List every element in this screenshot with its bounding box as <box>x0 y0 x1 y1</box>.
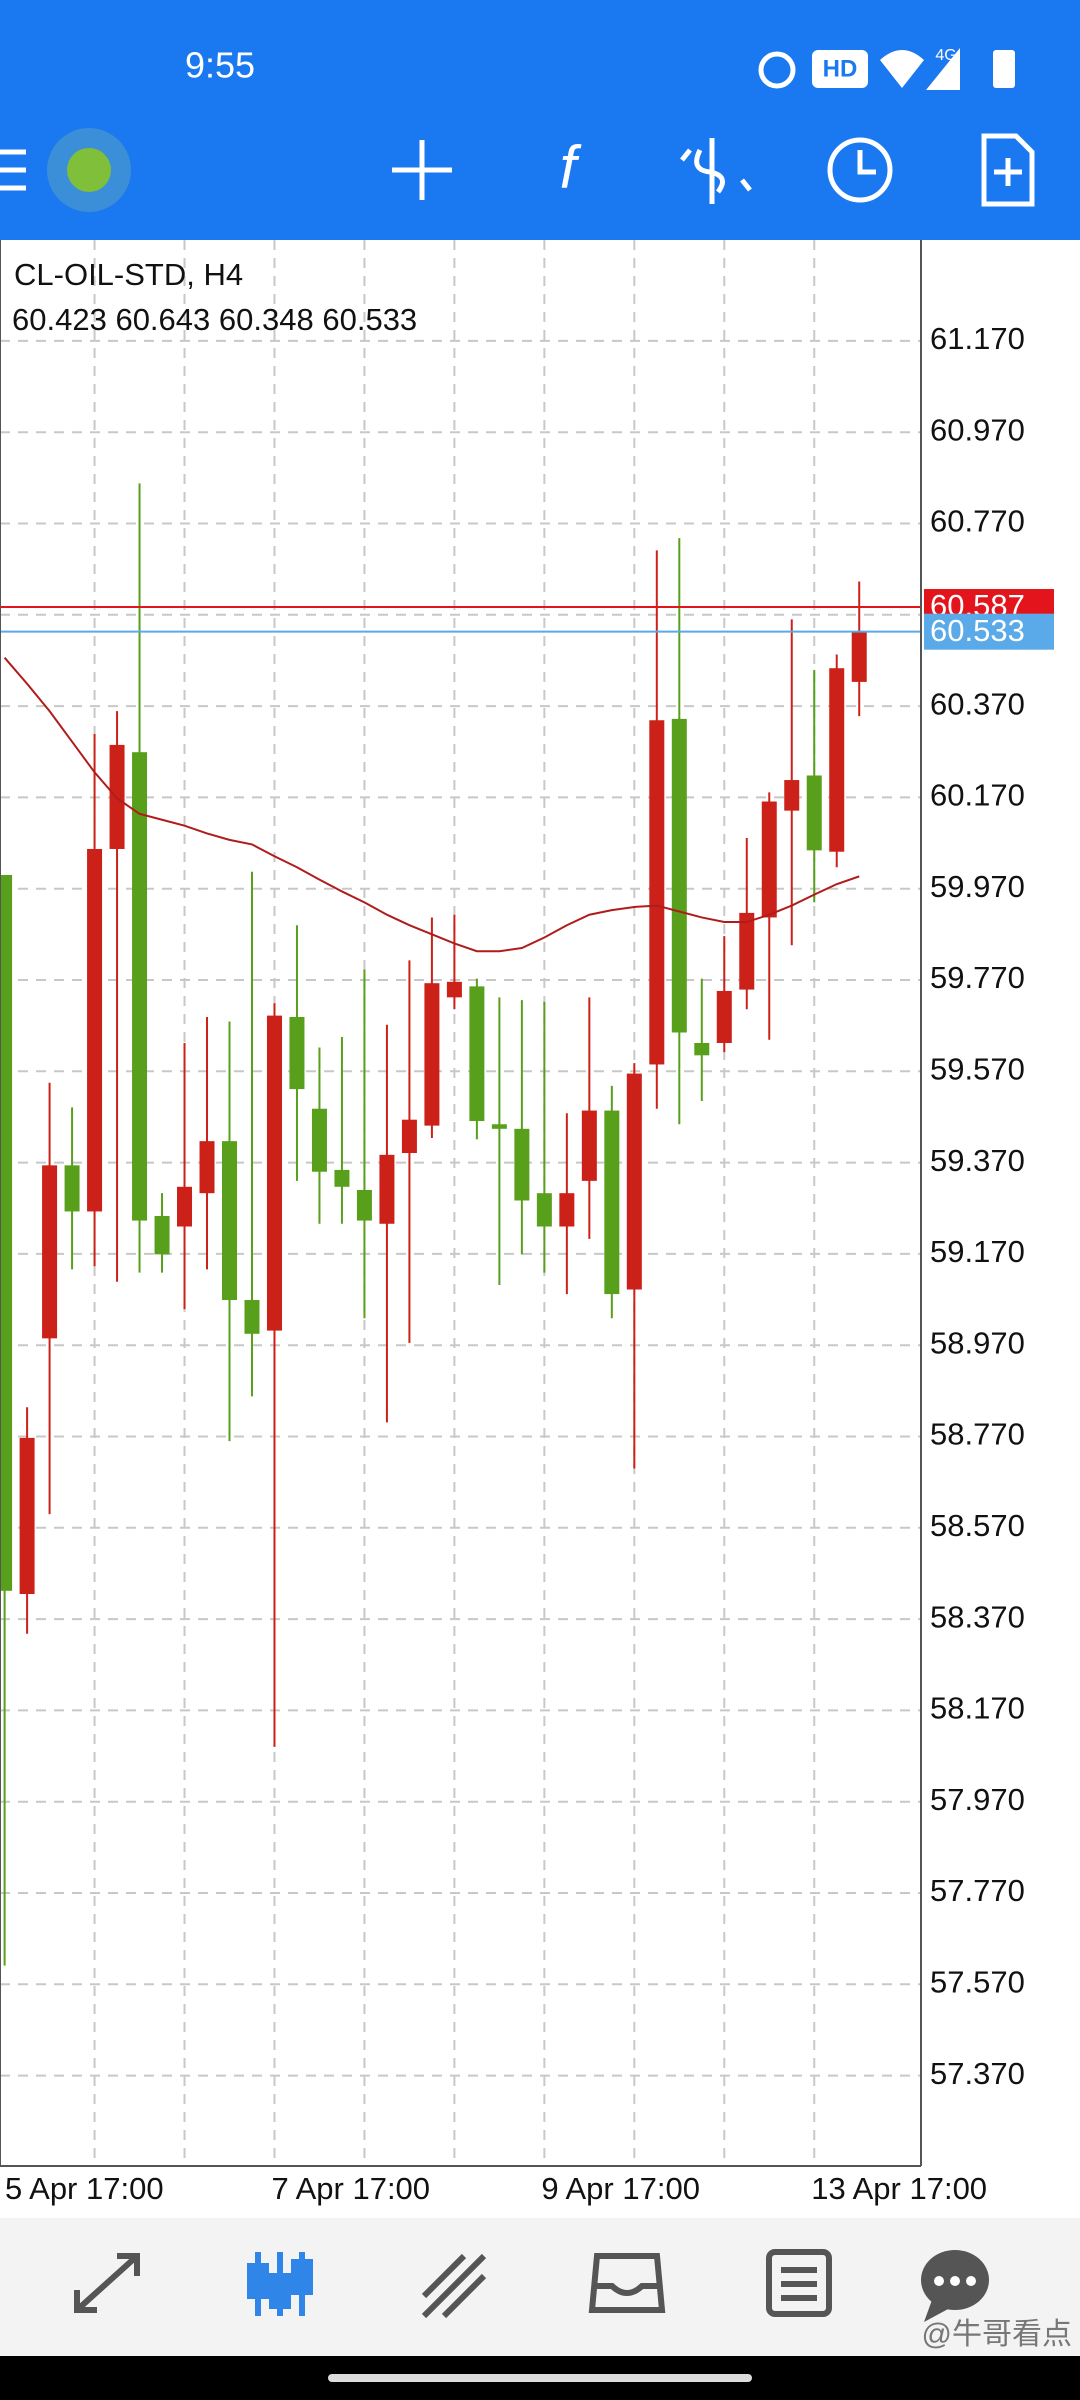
gesture-handle <box>328 2374 752 2382</box>
hd-label: HD <box>823 55 858 82</box>
status-icons: HD 4G <box>758 47 1015 90</box>
toolbar: f <box>0 128 1035 212</box>
candle-body <box>829 668 845 852</box>
candle-body <box>581 1110 597 1181</box>
crosshair-button[interactable] <box>392 140 452 200</box>
candle-body <box>491 1124 507 1129</box>
candle-body <box>649 720 665 1065</box>
candle-body <box>784 780 800 811</box>
y-tick-label: 58.570 <box>930 1508 1025 1543</box>
y-tick-label: 58.970 <box>930 1325 1025 1360</box>
candle-body <box>379 1154 395 1224</box>
ohlc-high: 60.643 <box>115 302 210 337</box>
x-tick-label: 13 Apr 17:00 <box>811 2171 987 2206</box>
indicators-button[interactable]: f <box>560 134 582 201</box>
ohlc-low: 60.348 <box>219 302 314 337</box>
candle-body <box>356 1189 372 1221</box>
ohlc-close: 60.533 <box>322 302 417 337</box>
candle-body <box>806 775 822 851</box>
y-tick-label: 59.770 <box>930 960 1025 995</box>
watermark: @牛哥看点 <box>922 2318 1072 2351</box>
period-button[interactable] <box>827 137 893 203</box>
chart <box>0 240 921 2166</box>
quotes-tab[interactable] <box>74 2253 140 2313</box>
candle-body <box>311 1108 327 1172</box>
templates-button[interactable] <box>981 133 1035 207</box>
messages-tab[interactable] <box>921 2250 989 2322</box>
price-label-box <box>924 613 1054 650</box>
chart-tab[interactable] <box>247 2252 313 2316</box>
network-label: 4G <box>935 47 956 64</box>
candle-body <box>761 801 777 918</box>
candle-body <box>64 1165 80 1212</box>
y-tick-label: 58.370 <box>930 1599 1025 1634</box>
candle-body <box>604 1110 620 1295</box>
candle-body <box>334 1169 350 1187</box>
candle-body <box>19 1437 35 1594</box>
candle-body <box>132 752 148 1221</box>
candle-body <box>0 875 13 1591</box>
y-tick-label: 60.370 <box>930 686 1025 721</box>
candle-body <box>289 1016 305 1090</box>
ohlc-header: 60.423 60.643 60.348 60.533 <box>12 302 417 337</box>
y-tick-label: 58.170 <box>930 1691 1025 1726</box>
history-tab[interactable] <box>588 2253 666 2313</box>
candle-body <box>851 631 867 682</box>
candle-body <box>694 1042 710 1056</box>
y-tick-label: 57.970 <box>930 1782 1025 1817</box>
candle-body <box>469 986 485 1122</box>
candle-body <box>671 718 687 1033</box>
x-tick-label: 9 Apr 17:00 <box>541 2171 700 2206</box>
y-tick-label: 58.770 <box>930 1417 1025 1452</box>
bottom-nav <box>0 2218 1080 2356</box>
candle-body <box>739 912 755 990</box>
candle-body <box>266 1015 282 1331</box>
y-tick-label: 59.170 <box>930 1234 1025 1269</box>
candle-body <box>446 981 462 998</box>
candle-body <box>559 1193 575 1227</box>
chart-title: CL-OIL-STD, H4 <box>14 257 243 292</box>
ohlc-open: 60.423 <box>12 302 107 337</box>
candle-body <box>514 1128 530 1201</box>
trade-button[interactable] <box>680 138 752 204</box>
candle-body <box>244 1300 260 1334</box>
y-tick-label: 60.770 <box>930 504 1025 539</box>
y-tick-label: 59.570 <box>930 1051 1025 1086</box>
x-tick-label: 5 Apr 17:00 <box>5 2171 164 2206</box>
candle-body <box>536 1193 552 1227</box>
y-tick-label: 57.370 <box>930 2056 1025 2091</box>
candle-body <box>87 848 103 1212</box>
candle-body <box>424 983 440 1126</box>
candle-body <box>177 1186 193 1227</box>
y-tick-label: 59.370 <box>930 1143 1025 1178</box>
candle-body <box>154 1216 170 1255</box>
y-tick-label: 60.970 <box>930 412 1025 447</box>
candle-body <box>626 1073 642 1290</box>
y-tick-label: 57.770 <box>930 1873 1025 1908</box>
candle-body <box>401 1119 417 1154</box>
y-tick-label: 59.970 <box>930 869 1025 904</box>
y-tick-label: 57.570 <box>930 1964 1025 1999</box>
candle-body <box>716 990 732 1043</box>
y-tick-label: 61.170 <box>930 321 1025 356</box>
news-tab[interactable] <box>766 2249 832 2317</box>
trade-tab[interactable] <box>421 2253 487 2319</box>
bottom-nav-icons <box>74 2249 989 2322</box>
status-time: 9:55 <box>185 45 255 86</box>
x-tick-label: 7 Apr 17:00 <box>271 2171 430 2206</box>
candle-body <box>222 1141 237 1301</box>
candle-body <box>199 1141 215 1194</box>
moving-average <box>3 657 860 953</box>
menu-button[interactable] <box>0 149 26 191</box>
y-tick-label: 60.170 <box>930 778 1025 813</box>
top-bar <box>0 0 1080 240</box>
price-label: 60.533 <box>930 613 1025 648</box>
candle-body <box>42 1165 58 1339</box>
